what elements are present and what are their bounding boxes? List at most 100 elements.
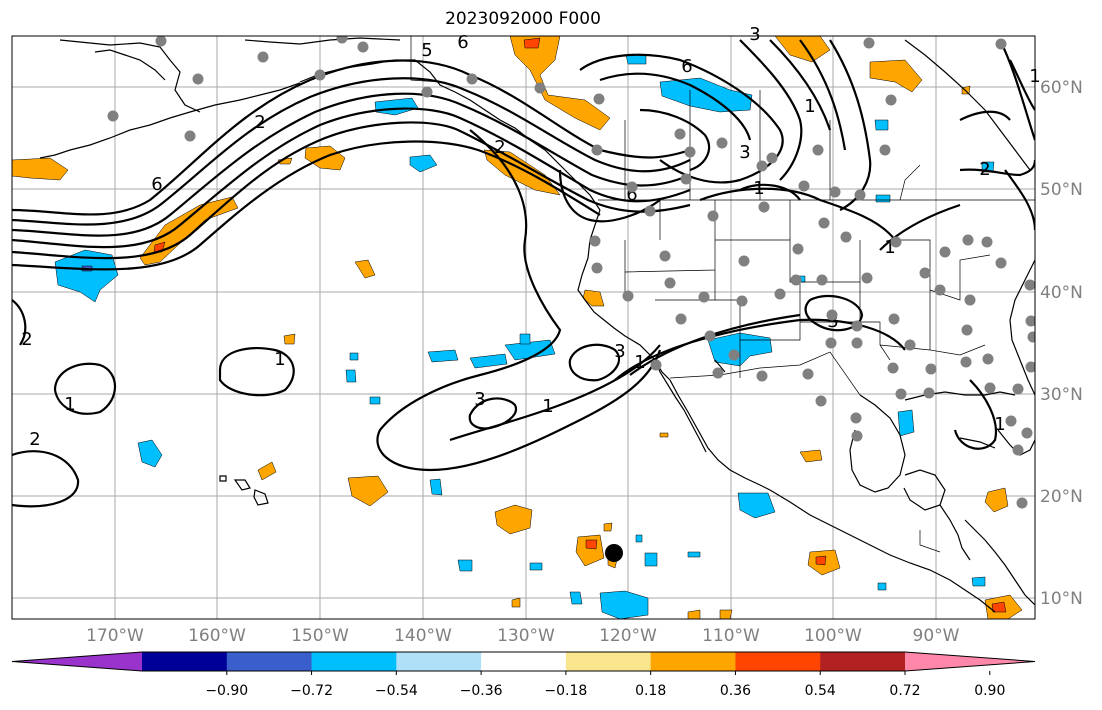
contour-lines — [12, 39, 1035, 508]
contour-label: 2 — [29, 429, 40, 450]
contour-label: 1 — [994, 414, 1005, 435]
station-dot — [684, 146, 696, 158]
contour-label: 6 — [151, 174, 162, 195]
latitude-tick-label: 50°N — [1040, 180, 1083, 200]
station-dot — [960, 356, 972, 368]
positive-anomaly — [139, 196, 239, 266]
negative-anomaly — [635, 534, 643, 543]
station-dot — [863, 37, 875, 49]
station-dot — [680, 173, 692, 185]
colorbar — [11, 651, 1036, 675]
positive-anomaly — [283, 333, 296, 345]
negative-anomaly — [429, 478, 443, 496]
negative-anomaly — [569, 591, 583, 605]
colorbar-segment — [735, 652, 821, 671]
map-title: 2023092000 F000 — [445, 9, 601, 29]
colorbar-segment — [820, 652, 906, 671]
map-frame — [11, 35, 1036, 620]
station-dot — [421, 86, 433, 98]
negative-anomaly — [877, 582, 887, 591]
latitude-labels: 10°N 20°N 30°N 40°N 50°N 60°N — [1040, 78, 1083, 609]
station-dot — [885, 94, 897, 106]
negative-anomaly — [349, 352, 359, 361]
longitude-tick-label: 170°W — [86, 626, 144, 646]
longitude-labels: 170°W 160°W 150°W 140°W 130°W 120°W 110°W 100°W… — [86, 626, 960, 646]
station-dot — [1027, 331, 1035, 343]
contour-label: 6 — [681, 56, 692, 77]
contour-label: 2 — [979, 159, 990, 180]
positive-anomaly — [575, 534, 605, 567]
station-dot — [815, 395, 827, 407]
station-dot — [707, 210, 719, 222]
station-dot — [184, 130, 196, 142]
negative-anomaly — [469, 353, 508, 369]
longitude-tick-label: 140°W — [394, 626, 452, 646]
positive-anomaly — [659, 432, 669, 438]
negative-anomaly — [519, 333, 531, 345]
contour-label: 2 — [254, 112, 265, 133]
colorbar-tick-label: 0.90 — [974, 683, 1005, 699]
colorbar-tick-label: −0.90 — [205, 683, 248, 699]
contour-label: 1 — [804, 96, 815, 117]
station-dot — [1025, 315, 1035, 327]
colorbar-tick-label: 0.18 — [635, 683, 666, 699]
station-dot — [728, 349, 740, 361]
colorbar-segment — [396, 652, 482, 671]
contour-label: 6 — [626, 184, 637, 205]
station-dot — [1024, 279, 1035, 291]
anomaly-fill-layer — [12, 36, 1023, 619]
graticule — [12, 36, 1035, 619]
latitude-tick-label: 30°N — [1040, 385, 1083, 405]
contour-label: 5 — [421, 40, 432, 61]
contour-label: 1 — [753, 178, 764, 199]
station-dot — [756, 160, 768, 172]
negative-anomaly — [504, 339, 556, 361]
contour-label: 1 — [64, 394, 75, 415]
positive-anomaly — [687, 609, 701, 619]
station-dot — [962, 234, 974, 246]
station-dot — [257, 51, 269, 63]
latitude-tick-label: 20°N — [1040, 487, 1083, 507]
station-dot — [626, 181, 638, 193]
station-dot — [939, 246, 951, 258]
station-dot — [591, 144, 603, 156]
contour-label: 2 — [494, 137, 505, 158]
positive-anomaly — [774, 36, 831, 63]
colorbar-segment — [650, 652, 736, 671]
colorbar-tick-label: 0.36 — [720, 683, 751, 699]
positive-anomaly — [494, 504, 533, 535]
station-dot — [674, 128, 686, 140]
positive-anomaly — [869, 59, 923, 93]
colorbar-outline — [11, 651, 1036, 672]
positive-anomaly — [719, 609, 733, 619]
station-dot — [981, 236, 993, 248]
station-dot — [736, 295, 748, 307]
station-dot — [854, 189, 866, 201]
station-dot — [466, 73, 478, 85]
negative-anomaly — [874, 119, 889, 131]
station-dot — [766, 152, 778, 164]
station-dot — [887, 362, 899, 374]
longitude-tick-label: 110°W — [702, 626, 760, 646]
negative-anomaly — [137, 439, 163, 468]
station-dot — [336, 36, 348, 44]
station-dot — [712, 367, 724, 379]
station-dot — [851, 337, 863, 349]
station-dot — [840, 231, 852, 243]
contour-label: 3 — [474, 389, 485, 410]
station-dot — [589, 235, 601, 247]
station-dot — [716, 137, 728, 149]
longitude-tick-label: 100°W — [804, 626, 862, 646]
station-dot — [659, 250, 671, 262]
station-dot — [851, 320, 863, 332]
station-dot — [851, 430, 863, 442]
longitude-tick-label: 90°W — [913, 626, 960, 646]
contour-label: 6 — [457, 32, 468, 53]
station-dot — [704, 330, 716, 342]
negative-anomaly — [644, 552, 658, 567]
station-dot — [995, 257, 1007, 269]
positive-anomaly — [511, 597, 521, 608]
station-dot — [1016, 497, 1028, 509]
station-dot — [826, 309, 838, 321]
